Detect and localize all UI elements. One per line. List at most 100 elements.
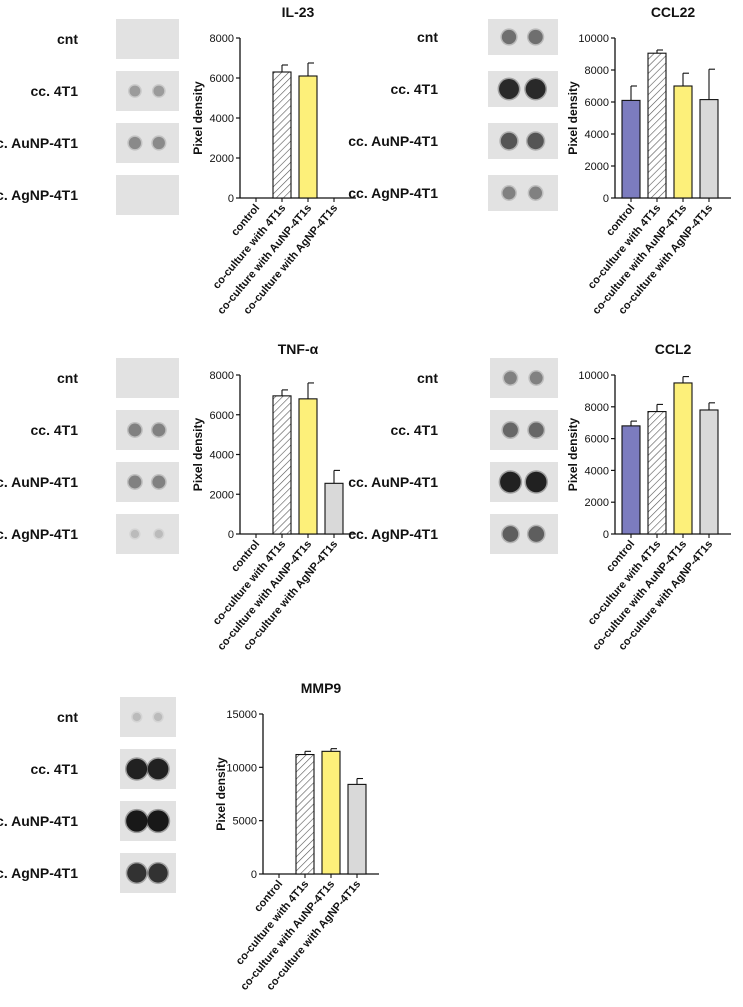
blot-spot (152, 475, 166, 489)
y-tick-label: 2000 (210, 153, 234, 165)
blot-spot (147, 758, 169, 780)
y-tick-label: 0 (603, 193, 609, 205)
bar-1 (272, 395, 292, 535)
blot-spot (525, 471, 547, 493)
blot-row-label: cc. AgNP-4T1 (0, 187, 78, 203)
y-tick-label: 0 (603, 529, 609, 541)
blot-row-label: cnt (417, 29, 438, 45)
chart-title: IL-23 (282, 4, 315, 20)
bar-1 (647, 52, 667, 199)
blot-strip (490, 410, 558, 450)
blot-row-label: cc. 4T1 (31, 422, 79, 438)
y-tick-label: 10000 (226, 762, 257, 774)
blot-row-label: cc. AuNP-4T1 (348, 474, 438, 490)
blot-spot (126, 810, 148, 832)
blot-spot (128, 423, 142, 437)
blot-spot (153, 85, 165, 97)
blot-spot (154, 529, 163, 539)
blot-spot (500, 471, 521, 493)
y-axis-label: Pixel density (191, 81, 205, 155)
chart-title: TNF-α (278, 341, 319, 357)
blot-strip (116, 175, 179, 215)
chart-title: CCL22 (651, 4, 696, 20)
y-tick-label: 4000 (585, 129, 609, 141)
bar-3 (699, 99, 719, 199)
y-axis-label: Pixel density (566, 417, 580, 491)
blot-row-label: cc. AuNP-4T1 (0, 474, 78, 490)
blot-spot (502, 186, 516, 200)
blot-strip (116, 123, 179, 163)
blot-row-label: cc. AuNP-4T1 (0, 813, 78, 829)
bar-1 (647, 411, 667, 535)
bar-chart: CCL22 Pixel density 0 2000 4000 6000 8000 10000… (566, 4, 731, 317)
blot-strip (116, 410, 179, 450)
blot-strip (490, 358, 558, 398)
bar-0 (621, 99, 641, 199)
bar-3 (347, 783, 367, 875)
blot-row-label: cnt (417, 370, 438, 386)
blot-spot (527, 132, 544, 150)
bar-1 (272, 71, 292, 199)
chart-title: MMP9 (301, 680, 342, 696)
blot-spot (529, 186, 543, 200)
y-tick-label: 6000 (210, 73, 234, 85)
blot-row-label: cnt (57, 31, 78, 47)
blot-strip (116, 358, 179, 398)
blot-spot (528, 29, 543, 45)
y-axis-label: Pixel density (566, 81, 580, 155)
blot-spot (525, 79, 546, 99)
blot-strip (116, 462, 179, 502)
blot-spot (528, 422, 544, 438)
blot-strip (116, 514, 179, 554)
panel-2: cnt cc. 4T1 cc. AuNP-4T1 cc. AgNP-4T1 TNF-α P… (0, 341, 356, 653)
y-tick-label: 0 (228, 529, 234, 541)
blot-row-label: cc. 4T1 (391, 422, 439, 438)
blot-spot (500, 132, 518, 150)
blot-spot (502, 422, 518, 438)
bar-2 (298, 398, 318, 535)
blot-row-label: cc. AuNP-4T1 (0, 135, 78, 151)
blot-image (490, 358, 558, 554)
blot-spot (129, 85, 141, 97)
blot-spot (529, 371, 543, 385)
y-tick-label: 6000 (210, 410, 234, 422)
blot-spot (132, 712, 141, 722)
y-tick-label: 6000 (585, 434, 609, 446)
blot-spot (152, 136, 165, 150)
y-axis-label: Pixel density (214, 757, 228, 831)
y-tick-label: 2000 (585, 161, 609, 173)
blot-row-label: cnt (57, 370, 78, 386)
blot-spot (126, 758, 148, 780)
y-tick-label: 8000 (210, 33, 234, 45)
y-tick-label: 4000 (585, 465, 609, 477)
panel-3: cnt cc. 4T1 cc. AuNP-4T1 cc. AgNP-4T1 CCL2 Pi… (348, 341, 731, 653)
blot-spot (147, 810, 169, 832)
blot-row-label: cc. AgNP-4T1 (0, 865, 78, 881)
blot-row-label: cc. AgNP-4T1 (348, 526, 438, 542)
panel-1: cnt cc. 4T1 cc. AuNP-4T1 cc. AgNP-4T1 CCL22 P… (348, 4, 731, 317)
bar-3 (699, 409, 719, 535)
blot-strip (116, 71, 179, 111)
blot-row-label: cc. AgNP-4T1 (348, 185, 438, 201)
blot-image (116, 19, 179, 215)
y-tick-label: 0 (251, 869, 257, 881)
blot-strip (488, 123, 558, 159)
blot-spot (127, 863, 147, 883)
blot-image (488, 19, 558, 211)
y-axis-label: Pixel density (191, 417, 205, 491)
y-tick-label: 2000 (210, 489, 234, 501)
blot-spot (499, 79, 519, 99)
blot-row-label: cc. 4T1 (31, 761, 79, 777)
y-tick-label: 10000 (578, 370, 609, 382)
y-tick-label: 0 (228, 193, 234, 205)
blot-spot (148, 863, 168, 883)
bar-0 (621, 425, 641, 535)
blot-image (120, 697, 176, 893)
bar-2 (673, 85, 693, 199)
blot-image (116, 358, 179, 554)
blot-spot (503, 371, 517, 385)
